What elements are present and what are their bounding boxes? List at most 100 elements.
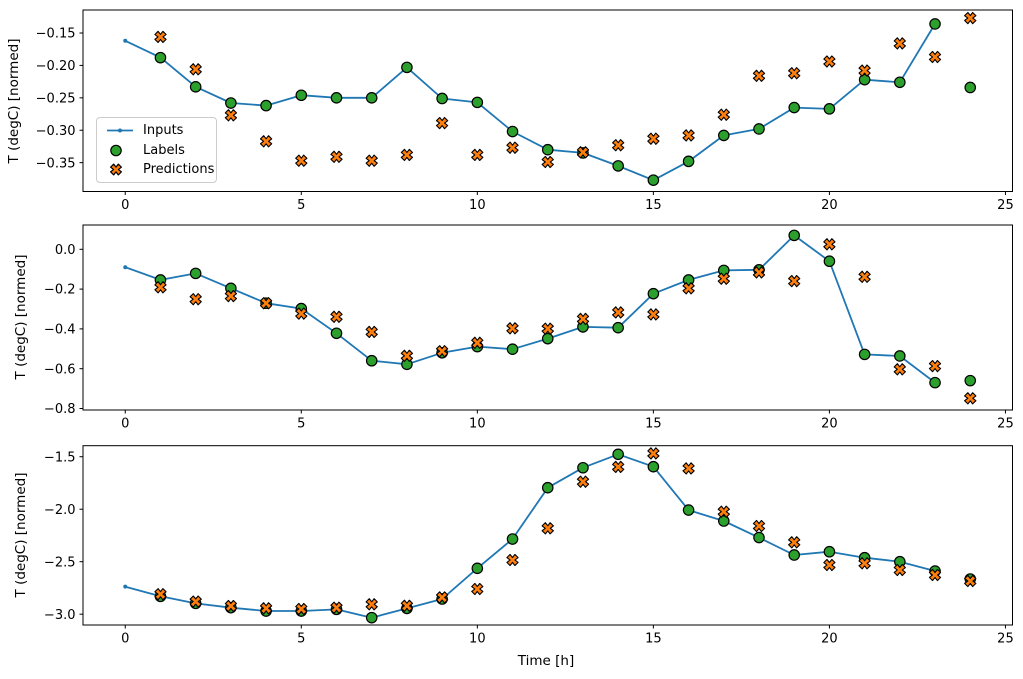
prediction-point [858, 557, 871, 570]
subplot-1-predictions-series [154, 11, 977, 169]
prediction-point [506, 141, 519, 154]
prediction-point [788, 274, 801, 288]
prediction-point [964, 392, 977, 405]
y-tick-label: −2.5 [44, 555, 76, 570]
prediction-point [365, 154, 378, 167]
x-tick-label: 0 [121, 632, 129, 647]
label-point [894, 350, 906, 362]
prediction-point [647, 447, 660, 460]
label-point [894, 76, 906, 89]
prediction-point [541, 322, 554, 335]
prediction-point [788, 536, 801, 549]
x-tick-label: 20 [821, 632, 838, 647]
label-point [541, 332, 554, 345]
subplot-3-predictions-series [154, 447, 977, 616]
y-axis-label-subplot-1: T (degC) [normed] [6, 38, 22, 164]
prediction-point [682, 462, 695, 475]
prediction-point [435, 591, 449, 604]
legend-item-predictions: Predictions [105, 161, 215, 179]
prediction-point [189, 63, 202, 76]
plot-border [82, 224, 1013, 411]
label-point [365, 92, 378, 104]
subplot-3: 0 5 10 15 20 25 −1.5 −2.0 −2.5 −3.0 [44, 445, 1014, 647]
prediction-point [154, 281, 167, 294]
prediction-point [823, 238, 836, 251]
label-point [964, 81, 977, 94]
prediction-point [752, 69, 766, 82]
y-tick-label: −0.35 [36, 156, 76, 171]
label-point [612, 448, 624, 461]
label-point [753, 531, 765, 544]
label-point [612, 160, 624, 172]
subplot-1-labels-series [154, 18, 977, 186]
prediction-point [365, 598, 378, 611]
y-tick-label: −0.4 [44, 322, 76, 337]
prediction-point [576, 146, 590, 159]
label-point [541, 481, 554, 494]
prediction-point [576, 475, 590, 488]
prediction-point [647, 132, 660, 145]
label-point [717, 129, 730, 142]
label-point [154, 51, 167, 64]
label-point [577, 461, 589, 474]
y-tick-label: −0.15 [36, 27, 76, 42]
label-point [365, 611, 378, 624]
legend-label-predictions: Predictions [143, 162, 215, 177]
prediction-point [154, 588, 167, 601]
prediction-point [717, 505, 730, 518]
input-point [123, 265, 128, 270]
prediction-point [858, 64, 871, 77]
prediction-point [964, 574, 977, 588]
y-tick-label: −3.0 [44, 608, 76, 623]
label-point [330, 327, 343, 340]
subplot-3-inputs-series [123, 452, 938, 620]
y-tick-label: 0.0 [55, 243, 76, 258]
prediction-point [400, 349, 414, 362]
subplot-2-labels-series [154, 229, 977, 389]
prediction-point [295, 154, 308, 167]
prediction-point [400, 148, 414, 162]
legend-item-inputs: Inputs [105, 122, 212, 140]
x-tick-label: 5 [297, 198, 305, 213]
label-point [260, 99, 272, 112]
inputs-line [124, 23, 936, 182]
prediction-point [189, 595, 202, 608]
label-point [858, 348, 871, 361]
prediction-point [154, 30, 167, 44]
y-tick-label: −0.2 [44, 283, 76, 298]
y-axis-label-subplot-2: T (degC) [normed] [13, 254, 29, 380]
label-point [541, 143, 554, 156]
prediction-point [612, 139, 625, 152]
label-point [647, 174, 660, 186]
input-point [123, 38, 128, 43]
y-axis-label-subplot-3: T (degC) [normed] [13, 472, 29, 598]
x-tick-label: 0 [121, 198, 129, 213]
legend-label-labels: Labels [143, 142, 185, 158]
x-tick-label: 15 [645, 632, 662, 647]
prediction-point [893, 563, 906, 577]
prediction-point [295, 602, 308, 616]
label-point [225, 97, 237, 109]
prediction-point [259, 297, 273, 310]
prediction-point [435, 116, 449, 130]
inputs-line [125, 453, 936, 619]
label-point [189, 267, 202, 280]
prediction-point [224, 289, 238, 303]
y-tick-label: −0.20 [36, 59, 76, 74]
legend-label-inputs: Inputs [143, 123, 184, 138]
prediction-point [330, 310, 343, 323]
label-point [682, 504, 695, 516]
labels-circle-icon [110, 144, 122, 156]
y-tick-label: −0.25 [36, 91, 76, 106]
label-point [506, 125, 519, 138]
prediction-point [964, 11, 977, 25]
prediction-point [224, 109, 238, 122]
label-point [365, 354, 378, 367]
x-tick-label: 5 [297, 632, 305, 647]
y-tick-label: −1.5 [44, 450, 76, 465]
label-point [506, 343, 519, 355]
plot-border [82, 445, 1013, 626]
plot-border [82, 9, 1013, 192]
label-point [506, 533, 519, 545]
